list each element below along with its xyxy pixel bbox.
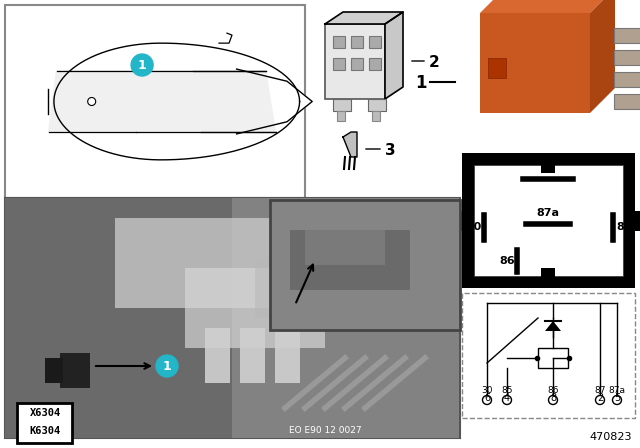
Bar: [541, 268, 555, 288]
Bar: [333, 99, 351, 111]
Bar: [538, 348, 568, 368]
Circle shape: [612, 396, 621, 405]
Circle shape: [595, 396, 605, 405]
Bar: [270, 200, 460, 330]
Bar: [614, 94, 640, 109]
Bar: [17, 403, 72, 443]
Text: X6304: X6304: [29, 408, 61, 418]
Circle shape: [88, 98, 96, 105]
Bar: [480, 13, 590, 113]
Polygon shape: [237, 69, 312, 134]
Polygon shape: [325, 12, 403, 24]
Bar: [474, 165, 623, 276]
Bar: [541, 153, 555, 173]
Text: K6304: K6304: [29, 426, 61, 436]
Text: 5: 5: [614, 393, 620, 403]
Circle shape: [156, 355, 178, 377]
Bar: [60, 353, 90, 388]
Bar: [351, 58, 363, 70]
Bar: [369, 36, 381, 48]
Bar: [185, 268, 325, 348]
Text: EO E90 12 0027: EO E90 12 0027: [289, 426, 362, 435]
Bar: [369, 58, 381, 70]
Bar: [368, 99, 386, 111]
Text: 6: 6: [484, 393, 490, 403]
Bar: [5, 198, 232, 438]
Polygon shape: [193, 71, 266, 132]
Polygon shape: [343, 132, 357, 157]
Text: 8: 8: [550, 393, 556, 403]
Polygon shape: [545, 321, 561, 331]
Bar: [462, 293, 635, 418]
Bar: [614, 72, 640, 87]
Polygon shape: [385, 12, 403, 99]
Circle shape: [131, 54, 153, 76]
Bar: [614, 28, 640, 43]
Text: 86: 86: [547, 386, 559, 395]
Polygon shape: [49, 71, 275, 132]
Text: 30: 30: [481, 386, 493, 395]
Bar: [325, 24, 385, 99]
Text: 1: 1: [415, 74, 427, 92]
Bar: [240, 328, 265, 383]
Text: 2: 2: [597, 393, 603, 403]
Circle shape: [548, 396, 557, 405]
Bar: [290, 230, 410, 290]
Bar: [337, 111, 345, 121]
Text: 30: 30: [467, 222, 482, 232]
Text: 3: 3: [385, 142, 396, 158]
Text: 470823: 470823: [589, 432, 632, 442]
Bar: [333, 36, 345, 48]
Bar: [488, 58, 506, 78]
Text: 87a: 87a: [536, 208, 559, 218]
Text: 1: 1: [138, 59, 147, 72]
Bar: [305, 230, 385, 265]
Bar: [45, 358, 63, 383]
Text: 85: 85: [616, 222, 632, 232]
Circle shape: [502, 396, 511, 405]
Text: 1: 1: [163, 359, 172, 372]
Text: 87a: 87a: [609, 386, 625, 395]
Text: 87: 87: [595, 386, 605, 395]
Bar: [635, 211, 640, 231]
Text: 86: 86: [499, 256, 515, 266]
Text: 85: 85: [501, 386, 513, 395]
Circle shape: [483, 396, 492, 405]
Bar: [275, 328, 300, 383]
Text: 87: 87: [540, 163, 556, 173]
Bar: [333, 58, 345, 70]
Bar: [462, 153, 635, 288]
Text: 2: 2: [429, 55, 440, 69]
Polygon shape: [590, 0, 615, 113]
Bar: [372, 111, 380, 121]
Bar: [205, 328, 230, 383]
Bar: [351, 36, 363, 48]
Bar: [448, 211, 462, 231]
Bar: [255, 258, 335, 318]
Polygon shape: [480, 0, 615, 13]
Bar: [5, 5, 305, 198]
Bar: [5, 198, 460, 438]
Bar: [232, 198, 459, 438]
Bar: [115, 218, 295, 308]
Bar: [614, 50, 640, 65]
Text: 4: 4: [504, 393, 510, 403]
